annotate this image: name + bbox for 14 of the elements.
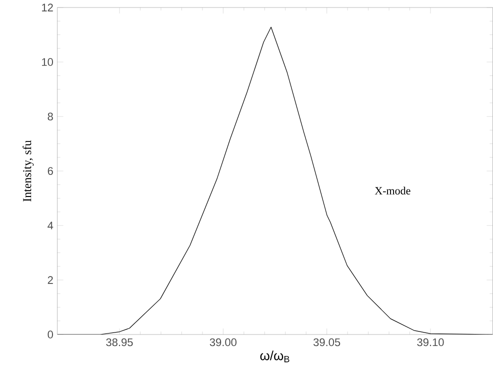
text: X-mode: [374, 187, 410, 195]
y-axis-title: Intensity, sfu: [22, 140, 34, 202]
y-tick-label: 10: [42, 58, 53, 66]
y-tick-label: 8: [48, 112, 53, 121]
y-tick-label: 0: [48, 330, 53, 339]
x-axis-title: ω/ω$_{B}$: [260, 350, 290, 362]
y-tick-label: 12: [42, 4, 53, 12]
x-tick-label: 39.10: [417, 338, 444, 346]
y-tick-label: 4: [48, 222, 54, 230]
x-tick-label: 38.95: [106, 338, 133, 346]
y-tick-label: 2: [48, 276, 53, 284]
x-tick-label: 39.00: [210, 338, 236, 346]
y-tick-label: 6: [48, 167, 53, 176]
x-tick-label: 39.05: [313, 338, 340, 346]
